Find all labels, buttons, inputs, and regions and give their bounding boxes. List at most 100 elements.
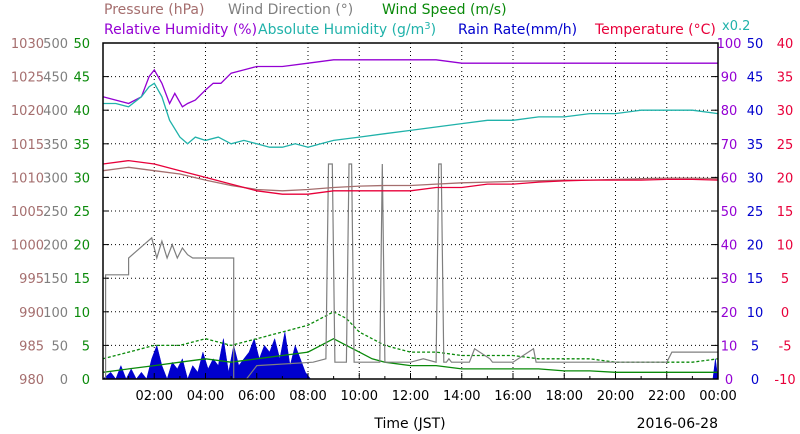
x-tick-label: 20:00 xyxy=(597,389,634,404)
legend: Pressure (hPa) Wind Direction (°) Wind Spe… xyxy=(104,2,750,38)
right-axis-tick-label: 15 xyxy=(747,272,764,287)
left-axis-tick-label: 150 xyxy=(43,272,68,287)
legend-entry: Absolute Humidity (g/m3) xyxy=(258,21,436,38)
left-axis-tick-label: 400 xyxy=(43,104,68,119)
right-axis-tick-label: 30 xyxy=(747,171,764,186)
right-axis-tick-label: 70 xyxy=(721,138,738,153)
left-axis-tick-label: 1020 xyxy=(11,104,44,119)
right-axis-tick-label: 30 xyxy=(721,272,738,287)
x-tick-label: 22:00 xyxy=(648,389,685,404)
legend-entry: Wind Speed (m/s) xyxy=(382,2,507,18)
left-axis-tick-label: 50 xyxy=(73,37,90,52)
left-axis-tick-label: 40 xyxy=(73,104,90,119)
left-axis-tick-label: 100 xyxy=(43,306,68,321)
right-axis-tick-label: -10 xyxy=(774,373,795,388)
left-axis-tick-label: 250 xyxy=(43,205,68,220)
grid xyxy=(103,43,718,379)
right-axis-tick-label: -5 xyxy=(779,339,792,354)
legend-entry: Temperature (°C) xyxy=(594,22,716,38)
axes: 9809859909951000100510101015102010251030… xyxy=(11,37,796,404)
left-axis-tick-label: 980 xyxy=(19,373,44,388)
left-axis-tick-label: 0 xyxy=(82,373,90,388)
right-axis-tick-label: 20 xyxy=(747,239,764,254)
x-tick-label: 04:00 xyxy=(187,389,224,404)
x-tick-label: 12:00 xyxy=(392,389,429,404)
left-axis-tick-label: 1030 xyxy=(11,37,44,52)
legend-entry: Rain Rate(mm/h) xyxy=(458,22,577,38)
left-axis-tick-label: 985 xyxy=(19,339,44,354)
series-wind-direction xyxy=(104,163,718,380)
legend-entry: x0.2 xyxy=(722,19,750,34)
right-axis-tick-label: 0 xyxy=(725,373,733,388)
right-axis-tick-label: 0 xyxy=(751,373,759,388)
left-axis-tick-label: 25 xyxy=(73,205,90,220)
left-axis-tick-label: 300 xyxy=(43,171,68,186)
right-axis-tick-label: 10 xyxy=(747,306,764,321)
x-tick-label: 02:00 xyxy=(136,389,173,404)
left-axis-tick-label: 990 xyxy=(19,306,44,321)
right-axis-tick-label: 60 xyxy=(721,171,738,186)
right-axis-tick-label: 20 xyxy=(777,171,794,186)
right-axis-tick-label: 80 xyxy=(721,104,738,119)
x-tick-label: 18:00 xyxy=(546,389,583,404)
series-wind-speed-m-s xyxy=(102,337,718,373)
x-tick-label: 00:00 xyxy=(699,389,736,404)
right-axis-tick-label: 35 xyxy=(777,71,794,86)
legend-entry: Relative Humidity (%) xyxy=(104,22,257,38)
series-layer xyxy=(102,59,719,380)
series-rain-rate xyxy=(102,331,719,380)
left-axis-tick-label: 350 xyxy=(43,138,68,153)
right-axis-tick-label: 40 xyxy=(721,239,738,254)
right-axis-tick-label: 15 xyxy=(777,205,794,220)
series-temperature-c xyxy=(102,159,719,195)
x-tick-label: 06:00 xyxy=(238,389,275,404)
right-axis-tick-label: 30 xyxy=(777,104,794,119)
left-axis-tick-label: 30 xyxy=(73,171,90,186)
left-axis-tick-label: 995 xyxy=(19,272,44,287)
right-axis-tick-label: 25 xyxy=(777,138,794,153)
left-axis-tick-label: 45 xyxy=(73,71,90,86)
x-tick-label: 14:00 xyxy=(443,389,480,404)
date-label: 2016-06-28 xyxy=(637,416,718,432)
series-wind-speed-gust-m-s xyxy=(102,311,719,363)
left-axis-tick-label: 500 xyxy=(43,37,68,52)
right-axis-tick-label: 20 xyxy=(721,306,738,321)
legend-entry: Pressure (hPa) xyxy=(104,2,204,18)
left-axis-tick-label: 200 xyxy=(43,239,68,254)
right-axis-tick-label: 5 xyxy=(781,272,789,287)
x-tick-label: 10:00 xyxy=(341,389,378,404)
x-tick-label: 08:00 xyxy=(289,389,326,404)
right-axis-tick-label: 40 xyxy=(747,104,764,119)
left-axis-tick-label: 1015 xyxy=(11,138,44,153)
left-axis-tick-label: 35 xyxy=(73,138,90,153)
left-axis-tick-label: 50 xyxy=(51,339,68,354)
left-axis-tick-label: 1025 xyxy=(11,71,44,86)
right-axis-tick-label: 40 xyxy=(777,37,794,52)
left-axis-tick-label: 20 xyxy=(73,239,90,254)
right-axis-tick-label: 100 xyxy=(717,37,742,52)
left-axis-tick-label: 450 xyxy=(43,71,68,86)
right-axis-tick-label: 5 xyxy=(751,339,759,354)
series-absolute-humidity-g-m3-x0-2 xyxy=(103,82,719,148)
left-axis-tick-label: 1010 xyxy=(11,171,44,186)
right-axis-tick-label: 45 xyxy=(747,71,764,86)
right-axis-tick-label: 0 xyxy=(781,306,789,321)
right-axis-tick-label: 35 xyxy=(747,138,764,153)
left-axis-tick-label: 1000 xyxy=(11,239,44,254)
right-axis-tick-label: 90 xyxy=(721,71,738,86)
left-axis-tick-label: 5 xyxy=(82,339,90,354)
x-axis-label: Time (JST) xyxy=(373,416,445,432)
left-axis-tick-label: 15 xyxy=(73,272,90,287)
legend-entry: Wind Direction (°) xyxy=(228,2,353,18)
right-axis-tick-label: 25 xyxy=(747,205,764,220)
left-axis-tick-label: 1005 xyxy=(11,205,44,220)
right-axis-tick-label: 50 xyxy=(747,37,764,52)
left-axis-tick-label: 0 xyxy=(60,373,68,388)
x-tick-label: 16:00 xyxy=(494,389,531,404)
left-axis-tick-label: 10 xyxy=(73,306,90,321)
series-relative-humidity xyxy=(102,59,718,108)
right-axis-tick-label: 50 xyxy=(721,205,738,220)
right-axis-tick-label: 10 xyxy=(777,239,794,254)
series-pressure-hpa xyxy=(102,166,719,192)
